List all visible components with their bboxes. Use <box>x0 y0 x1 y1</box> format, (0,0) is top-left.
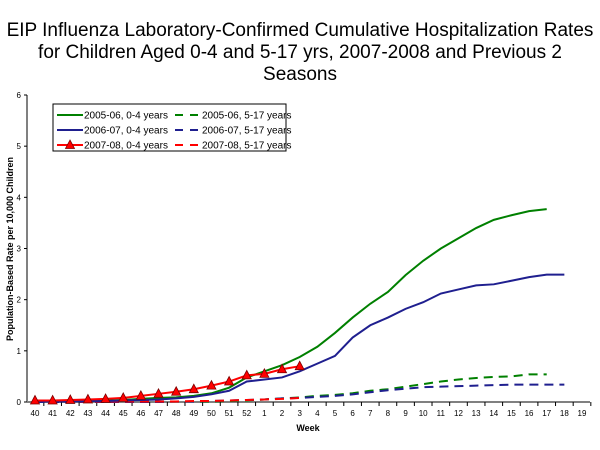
x-tick-label: 13 <box>472 409 481 418</box>
data-point-marker <box>82 393 94 404</box>
x-tick-label: 41 <box>48 409 57 418</box>
x-tick-label: 2 <box>280 409 285 418</box>
x-tick-label: 19 <box>578 409 587 418</box>
x-tick-label: 42 <box>66 409 75 418</box>
data-point-marker <box>29 394 41 405</box>
x-tick-label: 47 <box>154 409 163 418</box>
x-tick-label: 15 <box>507 409 516 418</box>
data-point-marker <box>153 387 164 398</box>
x-tick-label: 6 <box>350 409 355 418</box>
x-tick-label: 17 <box>542 409 551 418</box>
x-tick-label: 14 <box>489 409 498 418</box>
x-tick-label: 44 <box>101 409 110 418</box>
y-axis-label: Population-Based Rate per 10,000 Childre… <box>5 157 15 341</box>
x-tick-label: 51 <box>225 409 234 418</box>
data-point-marker <box>65 394 76 404</box>
x-tick-label: 40 <box>31 409 40 418</box>
y-tick-label: 2 <box>17 296 22 305</box>
y-tick-label: 1 <box>17 347 22 356</box>
series-line-2006-07-0-4-years <box>35 273 565 403</box>
y-tick-label: 0 <box>17 398 22 407</box>
x-tick-label: 11 <box>437 409 446 418</box>
series-line-2005-06-0-4-years <box>35 208 547 402</box>
legend-marker <box>64 139 76 149</box>
legend: 2005-06, 0-4 years 2005-06, 5-17 years 200… <box>52 103 292 152</box>
data-point-marker <box>188 383 199 394</box>
data-point-marker <box>100 393 111 403</box>
data-point-marker <box>223 375 235 386</box>
x-axis-label: Week <box>296 423 320 433</box>
x-tick-label: 12 <box>454 409 463 418</box>
data-point-marker <box>135 390 147 400</box>
data-point-marker <box>241 369 252 380</box>
x-tick-label: 18 <box>560 409 569 418</box>
data-point-marker <box>118 392 129 402</box>
y-tick-label: 4 <box>17 193 22 202</box>
legend-box <box>52 103 287 152</box>
legend-entry: 2007-08, 0-4 years <box>84 141 168 152</box>
legend-entry: 2006-07, 0-4 years <box>84 126 168 137</box>
x-tick-label: 7 <box>368 409 373 418</box>
x-tick-label: 9 <box>403 409 408 418</box>
data-point-marker <box>206 379 217 390</box>
data-point-marker <box>259 368 270 378</box>
x-tick-label: 52 <box>242 409 251 418</box>
x-tick-label: 16 <box>525 409 534 418</box>
chart-title: EIP Influenza Laboratory-Confirmed Cumul… <box>6 20 594 85</box>
data-point-marker <box>276 363 288 374</box>
x-tick-label: 10 <box>419 409 428 418</box>
series-line-2006-07-5-17-years <box>35 383 565 403</box>
x-tick-label: 49 <box>189 409 198 418</box>
legend-entry: 2005-06, 0-4 years <box>84 111 168 122</box>
x-tick-label: 45 <box>119 409 128 418</box>
x-tick-label: 1 <box>262 409 267 418</box>
data-point-marker <box>47 394 58 405</box>
x-tick-label: 46 <box>136 409 145 418</box>
series-line-2007-08-0-4-years <box>35 365 300 402</box>
legend-entry: 2007-08, 5-17 years <box>202 141 292 152</box>
legend-entry: 2005-06, 5-17 years <box>202 111 292 122</box>
data-point-marker <box>170 385 182 396</box>
x-tick-label: 50 <box>207 409 216 418</box>
x-tick-label: 43 <box>83 409 92 418</box>
x-tick-label: 48 <box>172 409 181 418</box>
y-tick-label: 5 <box>17 142 22 151</box>
y-tick-label: 3 <box>17 245 22 254</box>
y-tick-label: 6 <box>17 91 22 100</box>
x-tick-label: 8 <box>386 409 391 418</box>
legend-entry: 2006-07, 5-17 years <box>202 126 292 137</box>
data-point-marker <box>294 360 305 371</box>
x-tick-label: 5 <box>333 409 338 418</box>
x-tick-label: 4 <box>315 409 320 418</box>
x-tick-label: 3 <box>297 409 302 418</box>
